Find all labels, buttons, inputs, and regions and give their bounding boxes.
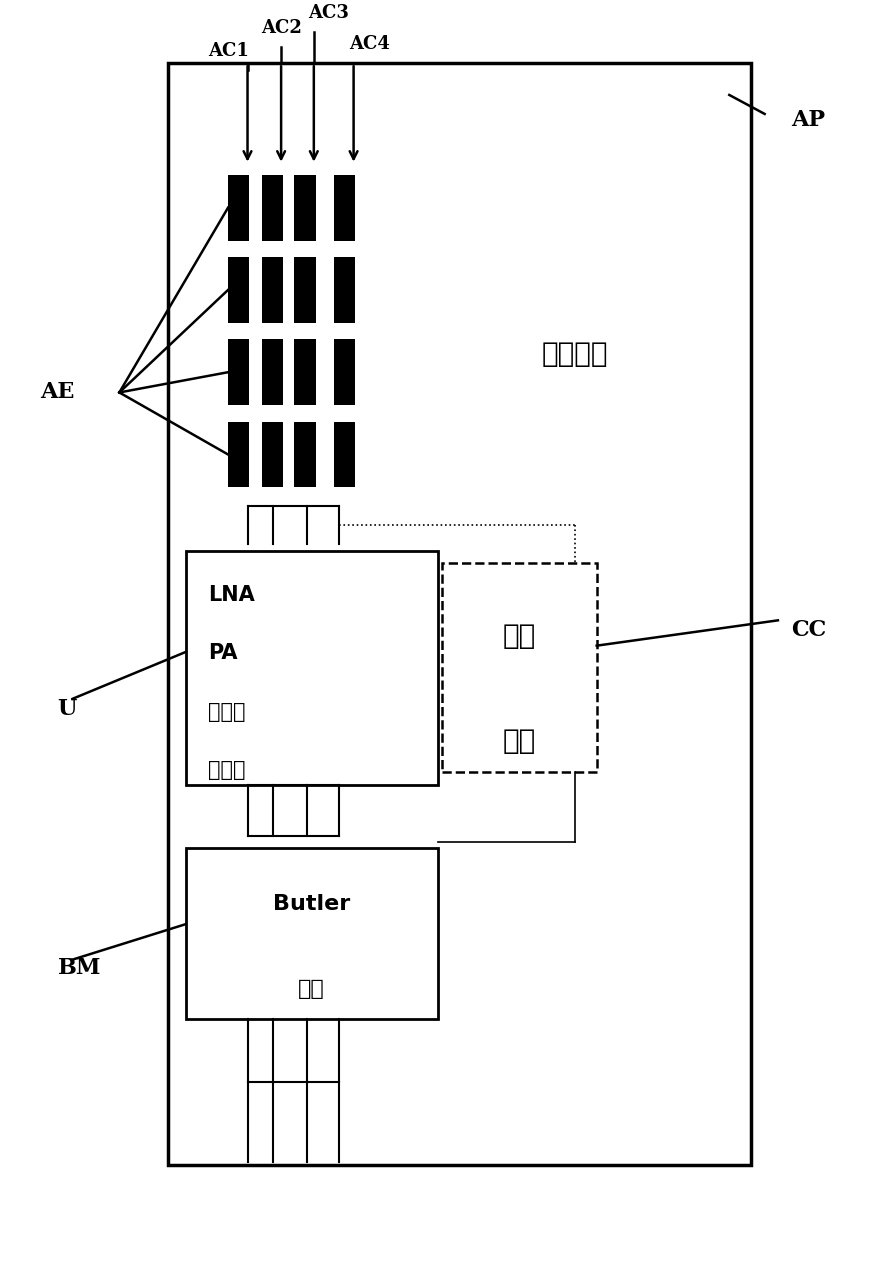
Bar <box>228 339 249 405</box>
Bar <box>168 63 751 1165</box>
Bar <box>228 422 249 487</box>
Bar <box>442 563 597 772</box>
Bar <box>294 339 316 405</box>
Bar <box>262 257 283 323</box>
Bar <box>334 175 355 241</box>
Text: CC: CC <box>791 619 827 642</box>
Text: Butler: Butler <box>273 894 350 914</box>
Text: AC3: AC3 <box>308 4 348 22</box>
Bar <box>294 175 316 241</box>
Bar <box>262 422 283 487</box>
Text: AC1: AC1 <box>208 42 248 60</box>
Text: 电路: 电路 <box>503 727 536 755</box>
Text: 双工器: 双工器 <box>208 701 245 722</box>
Bar <box>334 339 355 405</box>
Text: AE: AE <box>41 381 74 404</box>
Bar <box>294 422 316 487</box>
Text: U: U <box>57 698 77 720</box>
Bar <box>228 257 249 323</box>
Bar <box>186 848 438 1019</box>
Text: BM: BM <box>57 957 101 980</box>
Bar <box>334 422 355 487</box>
Bar <box>334 257 355 323</box>
Text: LNA: LNA <box>208 585 255 605</box>
Text: 滤波器: 滤波器 <box>208 761 245 780</box>
Text: AC2: AC2 <box>261 19 301 37</box>
Text: 校准: 校准 <box>503 623 536 651</box>
Text: 天线屏抟: 天线屏抟 <box>541 341 608 368</box>
Text: 矩阵: 矩阵 <box>298 979 325 999</box>
Text: AC4: AC4 <box>349 35 390 53</box>
Bar <box>186 551 438 785</box>
Bar <box>262 175 283 241</box>
Bar <box>228 175 249 241</box>
Bar <box>262 339 283 405</box>
Text: PA: PA <box>208 643 237 663</box>
Bar <box>294 257 316 323</box>
Text: AP: AP <box>791 109 825 132</box>
